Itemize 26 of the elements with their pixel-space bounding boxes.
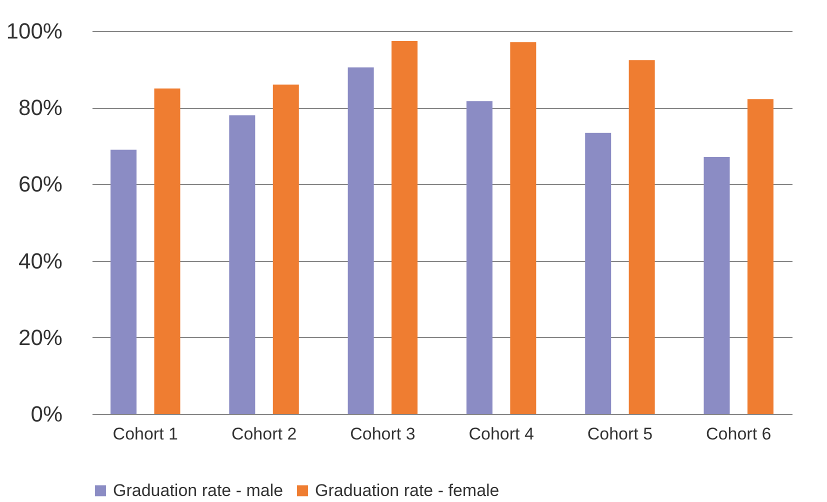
legend-label: Graduation rate - female bbox=[315, 480, 500, 500]
y-tick-label: 60% bbox=[18, 172, 62, 197]
x-tick-label: Cohort 2 bbox=[231, 424, 297, 444]
bar bbox=[348, 67, 374, 414]
x-tick-label: Cohort 6 bbox=[706, 424, 772, 444]
y-tick-label: 40% bbox=[18, 248, 62, 274]
bar bbox=[154, 88, 180, 414]
bar bbox=[229, 115, 256, 414]
x-tick-label: Cohort 5 bbox=[587, 424, 653, 444]
x-tick-label: Cohort 1 bbox=[112, 424, 178, 444]
bar bbox=[272, 84, 299, 414]
bar bbox=[628, 60, 655, 414]
x-tick-label: Cohort 4 bbox=[468, 424, 534, 444]
y-tick-label: 0% bbox=[30, 402, 62, 426]
bar bbox=[747, 99, 774, 414]
legend-label: Graduation rate - male bbox=[113, 480, 284, 500]
y-tick-label: 100% bbox=[6, 18, 62, 44]
bar bbox=[510, 42, 536, 414]
y-tick-label: 80% bbox=[18, 95, 62, 120]
y-tick-label: 20% bbox=[18, 324, 62, 350]
bar bbox=[392, 40, 418, 414]
bar bbox=[585, 132, 612, 414]
bar bbox=[466, 101, 492, 414]
bar bbox=[704, 157, 730, 414]
x-tick-label: Cohort 3 bbox=[350, 424, 416, 444]
bar bbox=[110, 150, 137, 414]
